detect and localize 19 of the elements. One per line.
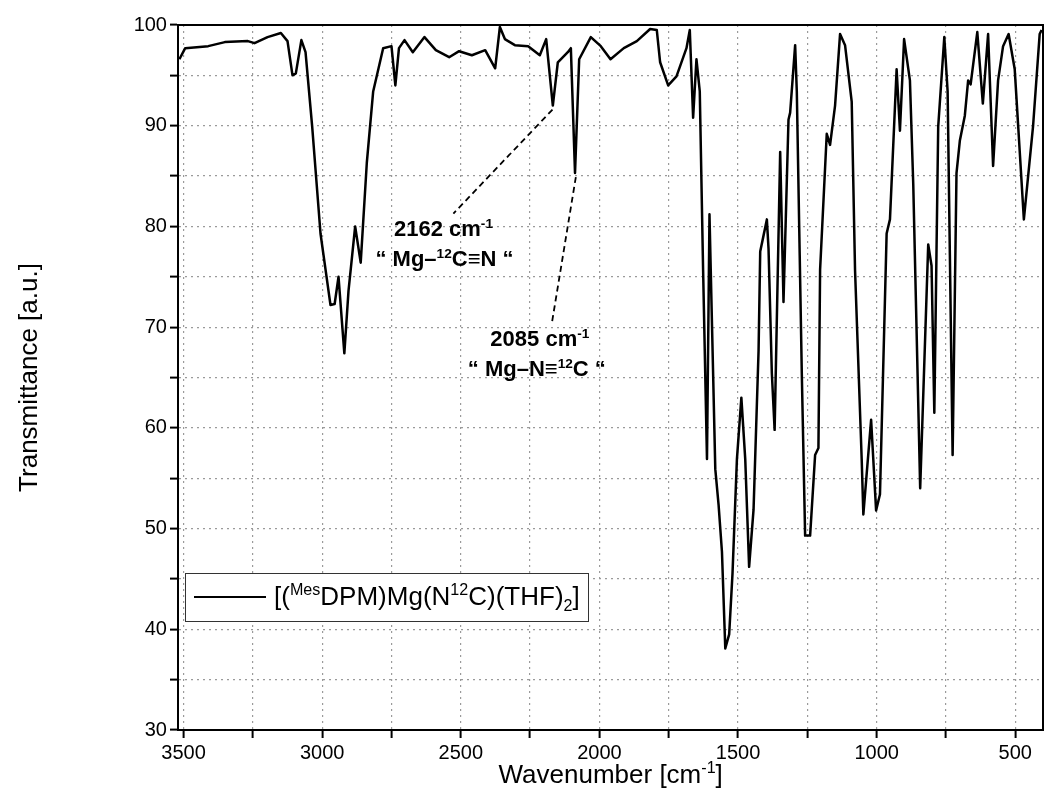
y-tick-label: 60 <box>144 415 167 438</box>
y-tick-label: 90 <box>144 113 167 136</box>
y-tick-label: 30 <box>144 717 167 740</box>
annotation: 2162 cm$^{-1}$ <box>393 214 493 242</box>
annotation: “ Mg–N≡$^{12}$C “ <box>467 355 606 383</box>
x-tick-label: 2500 <box>438 740 484 763</box>
annotation: “ Mg–$^{12}$C≡N “ <box>375 244 514 272</box>
x-tick-label: 3500 <box>161 740 206 763</box>
y-tick-label: 50 <box>144 516 167 539</box>
y-axis-title: Transmittance [a.u.] <box>12 263 44 492</box>
y-tick-label: 70 <box>144 314 167 337</box>
x-tick-label: 500 <box>998 740 1032 763</box>
y-tick-label: 40 <box>144 616 167 639</box>
x-tick-label: 3000 <box>299 740 345 763</box>
legend-label: [($^{Mes}$DPM)Mg(N$^{12}$C)(THF)$_{2}$] <box>274 580 580 615</box>
y-tick-label: 80 <box>144 213 167 236</box>
y-tick-label: 100 <box>133 12 167 35</box>
annotation: 2085 cm$^{-1}$ <box>490 325 590 353</box>
x-tick-label: 1000 <box>854 740 899 763</box>
